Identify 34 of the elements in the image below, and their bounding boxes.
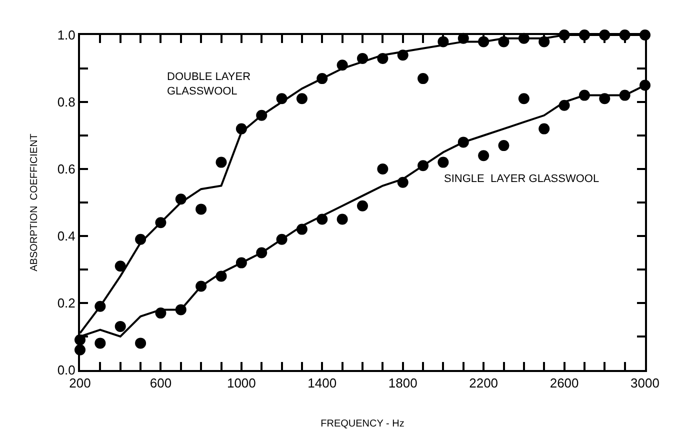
- point: [518, 93, 530, 104]
- annotation: SINGLE LAYER GLASSWOOL: [444, 173, 600, 185]
- x-tick-label: 2600: [550, 376, 579, 391]
- point: [336, 214, 348, 225]
- y-tick-label: 0.4: [57, 228, 76, 244]
- x-tick-label: 1800: [388, 376, 418, 391]
- point: [438, 156, 449, 168]
- y-tick-label: 0.0: [57, 362, 76, 378]
- point: [135, 338, 146, 349]
- y-tick-label: 0.6: [57, 162, 76, 177]
- x-tick-label: 3000: [630, 376, 660, 391]
- x-tick-label: 200: [69, 376, 91, 391]
- annotation: DOUBLE LAYER GLASSWOOL: [167, 71, 251, 98]
- x-tick-label: 2200: [469, 376, 498, 391]
- x-tick-label: 600: [150, 376, 172, 391]
- x-tick-label: 1400: [308, 376, 337, 391]
- y-tick-label: 0.2: [57, 296, 76, 311]
- point: [114, 260, 126, 272]
- y-tick-label: 1.0: [57, 28, 76, 43]
- x-axis-title: FREQUENCY - Hz: [320, 418, 404, 430]
- point: [377, 164, 388, 174]
- point: [196, 204, 207, 215]
- point: [216, 156, 227, 168]
- point: [296, 93, 308, 104]
- point: [94, 338, 106, 349]
- y-axis-title: ABSORPTION COEFFICIENT: [28, 134, 40, 272]
- y-tick-label: 0.8: [57, 94, 76, 110]
- point: [114, 320, 126, 332]
- point: [538, 123, 550, 134]
- point: [418, 73, 429, 84]
- point: [357, 200, 368, 212]
- x-tick-label: 1000: [226, 376, 256, 391]
- point: [478, 150, 490, 162]
- point: [498, 140, 510, 152]
